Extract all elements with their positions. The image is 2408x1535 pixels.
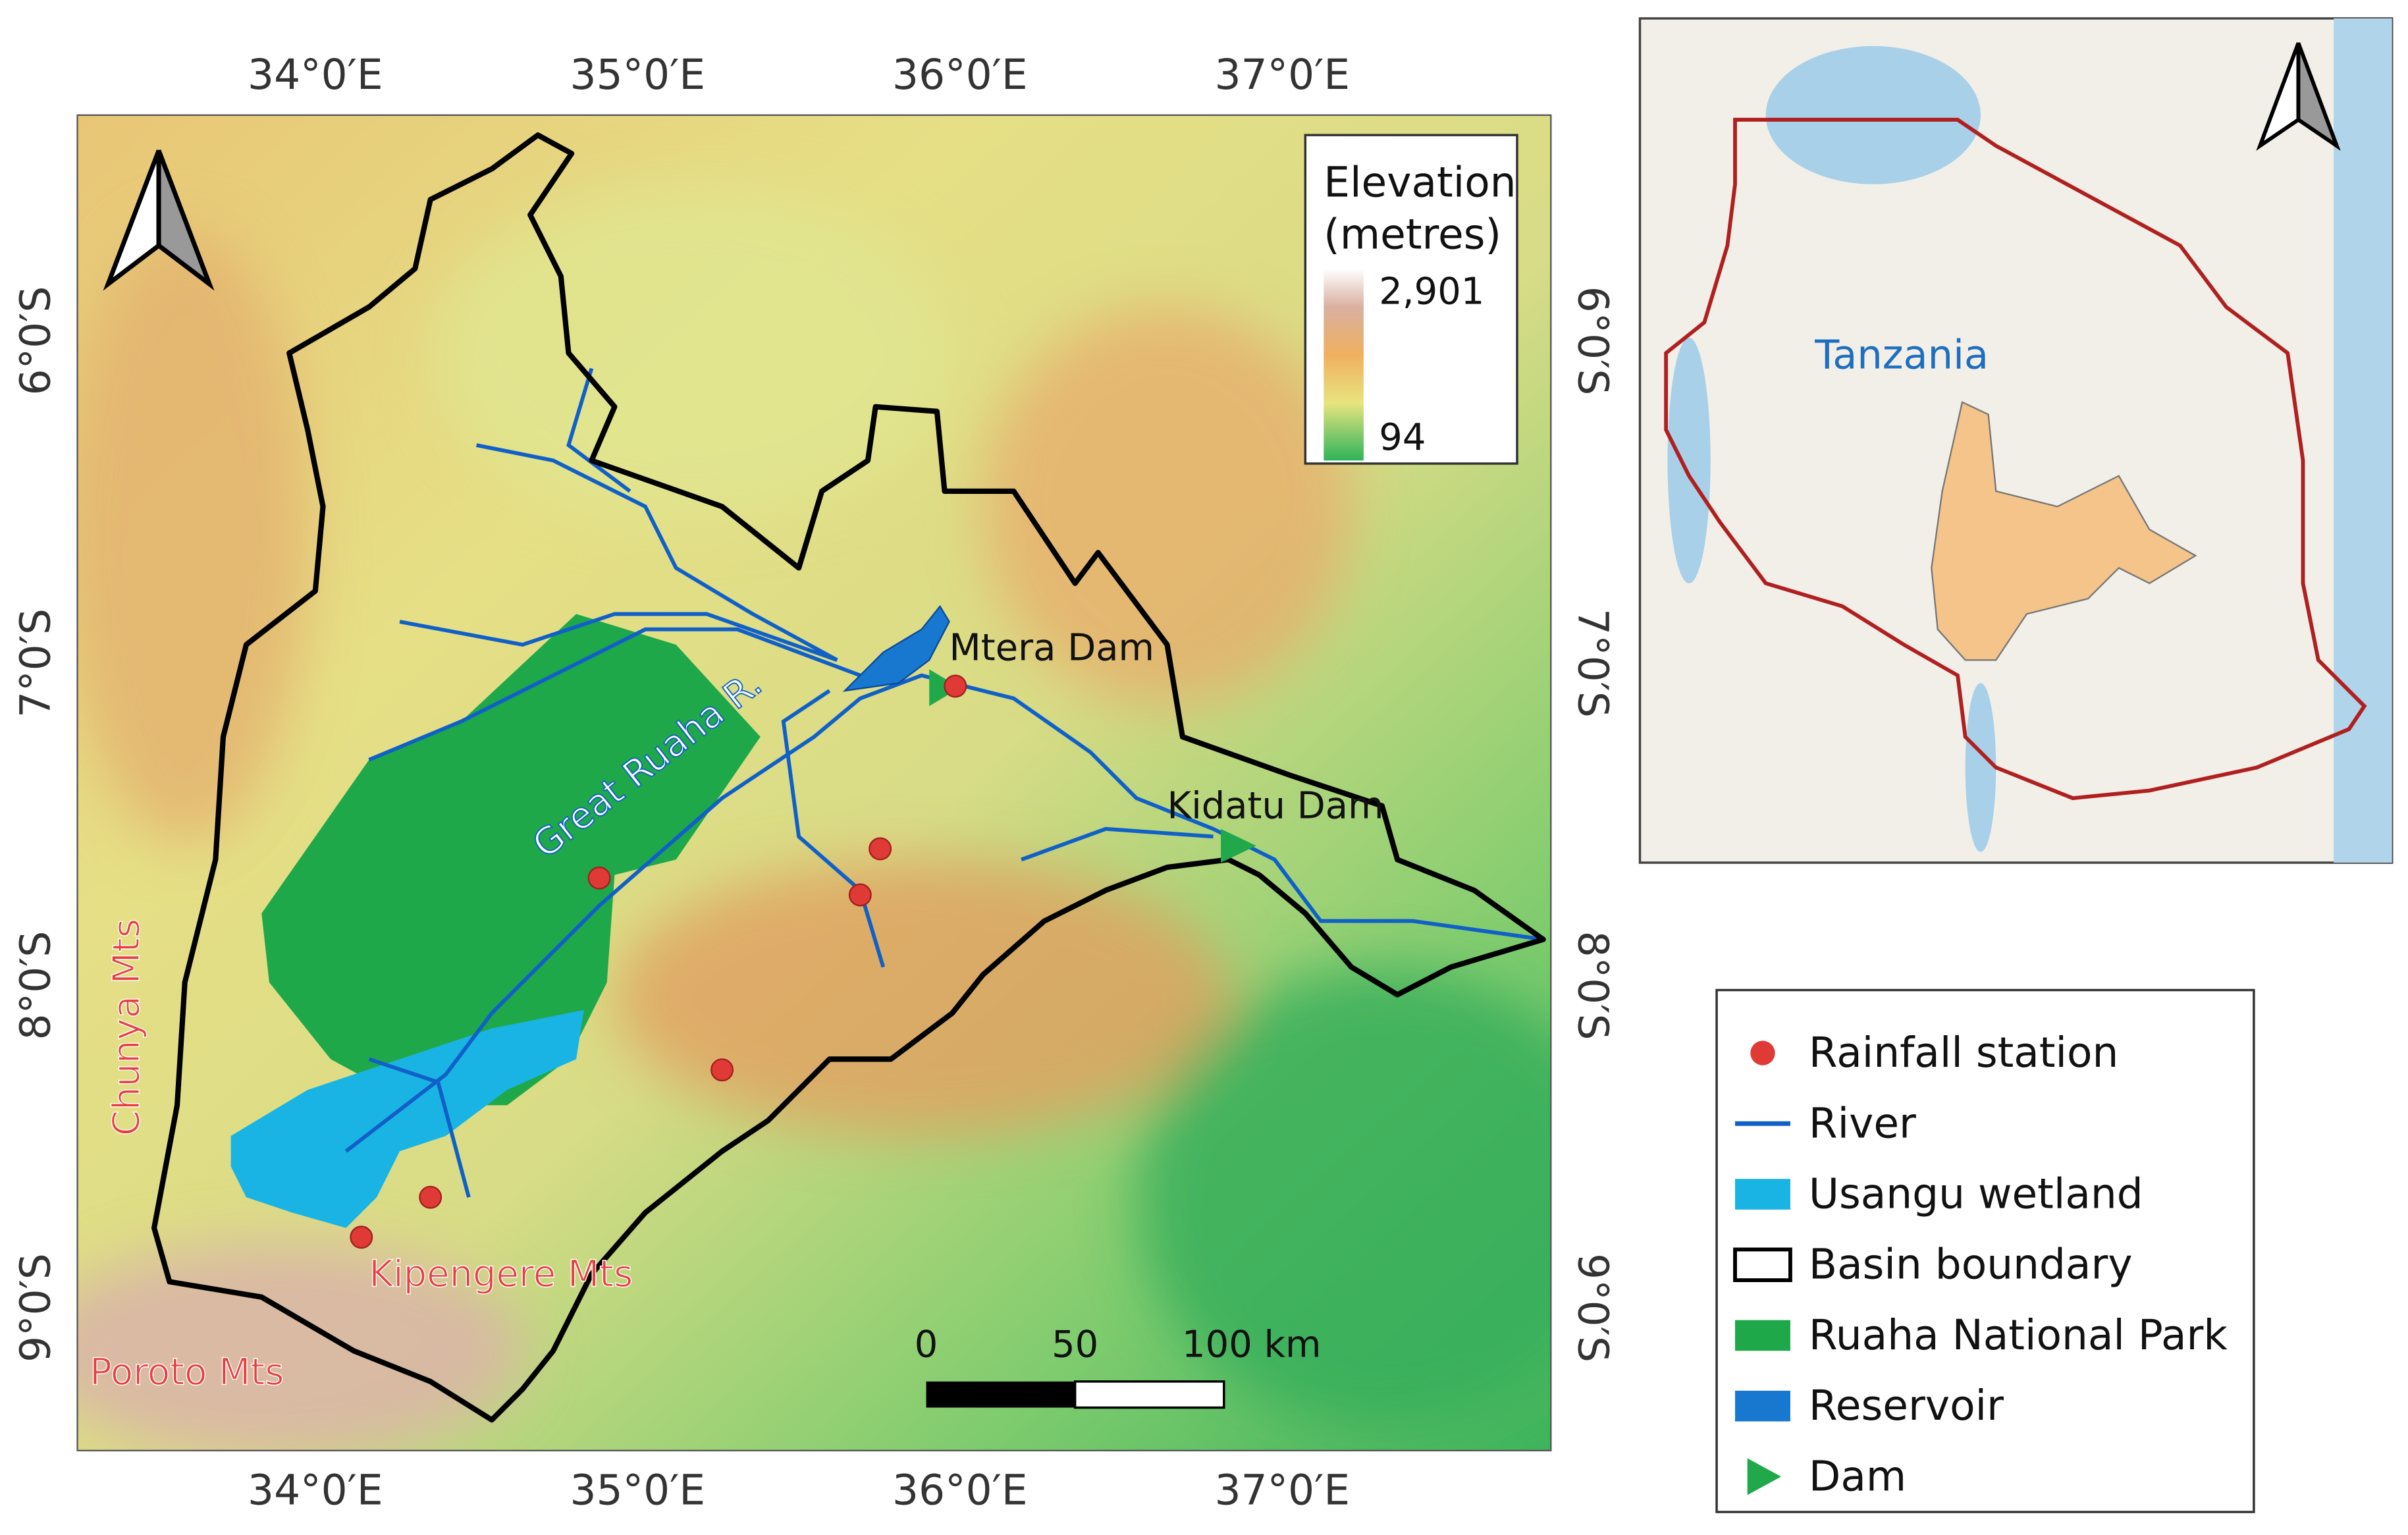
inset-map: Tanzania [1638,17,2394,864]
place-label: Chunya Mts [105,919,148,1136]
legend-title: Elevation [1324,158,1516,206]
legend-label: Dam [1809,1452,1906,1500]
lon-label: 35°0′E [570,1466,706,1514]
main-map: Mtera Dam Great Ruaha R. Kidatu Dam Chun… [77,115,1551,1451]
lake [1667,337,1711,583]
legend-label: Reservoir [1809,1382,2004,1430]
lon-label: 34°0′E [248,1466,383,1514]
rainfall-stations [350,674,967,1249]
river [476,443,838,662]
rainfall-station [419,1185,442,1209]
lon-label: 35°0′E [570,51,706,99]
lat-label: 6°0′S [1568,286,1617,396]
river [781,689,886,968]
river [368,1057,471,1198]
ocean [2334,18,2392,863]
legend-label: Usangu wetland [1809,1170,2143,1218]
legend-label: River [1809,1099,1916,1147]
highland [982,307,1352,707]
scale-bar: 0 50 100 km [915,1324,1321,1409]
map-frame [76,114,1552,1451]
legend-label: Rainfall station [1809,1029,2118,1077]
ramp-label: 2,901 [1379,271,1484,313]
dam [1221,828,1256,863]
lat-label: 7°0′S [1568,608,1617,718]
lon-label: 37°0′E [1215,1466,1351,1514]
legend: Rainfall station River Usangu wetland Ba… [1715,988,2255,1513]
inset-frame [1638,17,2394,864]
lat-label: 6°0′S [12,286,60,396]
north-arrow-right [156,149,215,291]
highland [77,1243,523,1451]
basin-location [1931,401,2197,661]
highland [77,230,308,844]
color-ramp [1324,268,1364,461]
lon-label: 36°0′E [892,51,1028,99]
legend-symbol [1747,1458,1781,1495]
legend-symbol [1735,1179,1790,1210]
scale-label: 0 [915,1324,938,1366]
river [1021,826,1214,862]
river [566,367,631,493]
legend-symbol [1735,1320,1790,1351]
lowland [1137,967,1551,1428]
scale-segment [926,1381,1075,1408]
lake [1765,45,1981,184]
rivers [344,367,1544,1198]
place-label: Kipengere Mts [369,1252,633,1295]
lat-label: 9°0′S [12,1253,60,1362]
lon-label: 37°0′E [1215,51,1351,99]
lon-label: 34°0′E [248,51,383,99]
legend-label: Ruaha National Park [1809,1311,2228,1359]
highland [614,859,1229,1136]
lat-label: 8°0′S [1568,931,1617,1040]
wetland [230,1010,584,1228]
legend-symbol [1735,1390,1790,1422]
basin-boundary [151,132,1546,1423]
rainfall-station [587,866,611,890]
plain [430,184,953,522]
country-boundary [1664,117,2367,801]
place-label: Kidatu Dam [1167,784,1384,827]
scale-label: 50 [1052,1324,1098,1366]
legend-symbol [1733,1247,1792,1282]
ramp-label: 94 [1379,416,1426,459]
scale-segment [1073,1380,1225,1409]
legend-label: Basin boundary [1809,1241,2133,1289]
rainfall-station [710,1058,734,1082]
country-label: Tanzania [1814,332,1989,378]
rainfall-station [350,1225,373,1249]
lon-label: 36°0′E [892,1466,1028,1514]
relief [77,184,1551,1451]
lat-label: 7°0′S [12,608,60,718]
legend-title: (metres) [1324,211,1501,259]
lat-label: 9°0′S [1568,1253,1617,1362]
legend-box [1715,988,2255,1513]
north-arrow [103,149,215,291]
national-park [261,614,761,1106]
place-label: Mtera Dam [950,626,1155,669]
rainfall-station [944,674,967,698]
river [399,612,838,662]
river [344,673,1544,1153]
reservoir [842,605,950,692]
lat-label: 8°0′S [12,931,60,1040]
place-label: Poroto Mts [90,1351,284,1394]
lake [1965,683,1996,852]
north-arrow-right [2296,42,2341,151]
legend-symbol [1750,1040,1775,1065]
rainfall-station [869,837,892,861]
elevation-legend: Elevation (metres) 2,901 94 [1304,134,1518,465]
scale-label: 100 km [1182,1324,1321,1366]
river [368,627,861,762]
rainfall-station [848,883,872,907]
graticule-labels: 34°0′E 35°0′E 36°0′E 37°0′E 34°0′E 35°0′… [12,51,1617,1514]
